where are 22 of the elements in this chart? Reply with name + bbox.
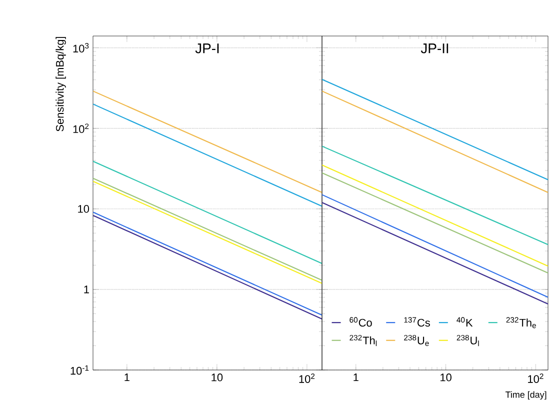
y-axis-title: Sensitivity [mBq/kg]: [56, 36, 66, 132]
x-tick-label: 1: [124, 374, 130, 382]
y-tick-label: 1: [84, 286, 89, 294]
chart-title: JP-I: [195, 44, 219, 54]
legend-label: $^{238}$U$_{l}$: [456, 334, 479, 346]
legend-label: $^{60}$Co: [350, 317, 372, 327]
y-tick-label: 10$^{-1}$: [70, 365, 89, 375]
legend-label: $^{232}$Th$_{e}$: [506, 317, 536, 328]
x-tick-label: 10: [440, 374, 452, 382]
y-tick-label: 10$^{3}$: [73, 43, 89, 52]
legend-label: $^{232}$Th$_{l}$: [350, 334, 377, 346]
x-tick-label: 10: [212, 374, 223, 382]
legend-label: $^{137}$Cs: [404, 317, 430, 327]
y-tick-label: 10$^{2}$: [73, 124, 89, 134]
legend-label: $^{40}$K: [456, 317, 473, 326]
x-tick-label: 10$^{2}$: [528, 374, 544, 383]
y-tick-label: 10: [78, 205, 90, 213]
x-tick-label: 1: [354, 374, 358, 382]
x-tick-label: 10$^{2}$: [299, 374, 315, 383]
x-axis-title: Time [day]: [505, 391, 546, 400]
chart-title: JP-II: [420, 44, 448, 54]
legend-label: $^{238}$U$_{e}$: [404, 334, 429, 346]
